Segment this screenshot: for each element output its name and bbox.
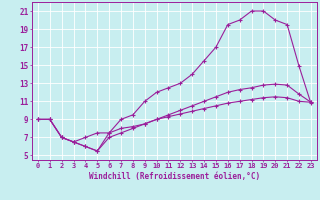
X-axis label: Windchill (Refroidissement éolien,°C): Windchill (Refroidissement éolien,°C) xyxy=(89,172,260,181)
